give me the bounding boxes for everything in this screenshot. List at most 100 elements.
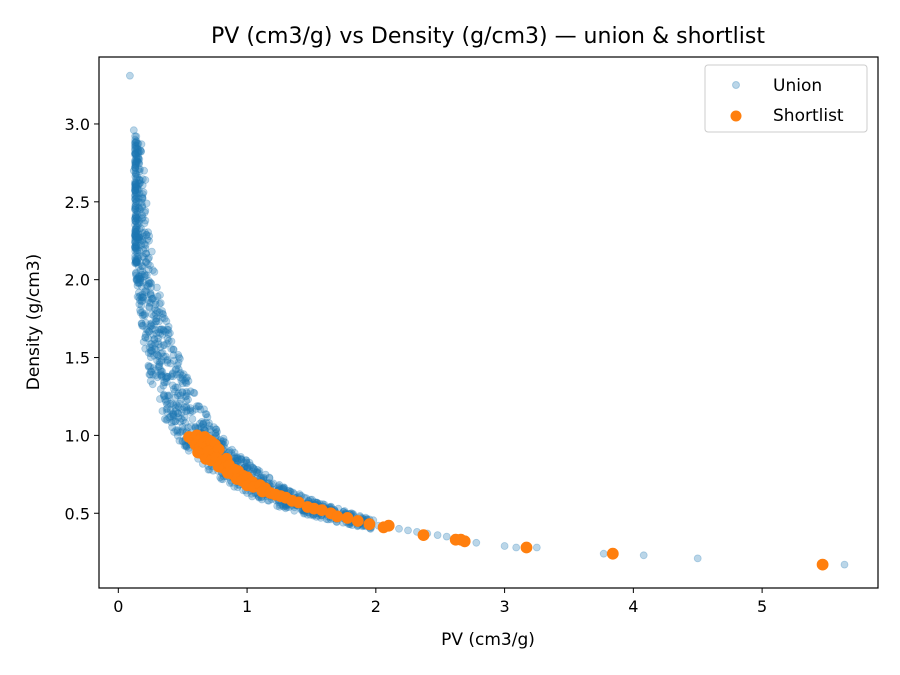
union-point — [159, 391, 168, 400]
union-point — [131, 243, 140, 252]
union-point — [146, 322, 155, 331]
union-point — [138, 203, 147, 212]
union-point — [162, 377, 171, 386]
union-point — [138, 211, 147, 219]
union-point — [131, 183, 140, 192]
plot-area — [125, 71, 849, 571]
union-point — [131, 186, 140, 195]
union-point — [168, 410, 177, 419]
shortlist-series — [183, 429, 829, 571]
union-point — [143, 235, 152, 244]
union-point — [138, 290, 147, 299]
union-point — [133, 206, 141, 215]
union-point — [131, 205, 140, 214]
union-point — [184, 395, 192, 404]
union-point — [163, 334, 172, 343]
union-point — [149, 364, 158, 373]
union-point — [174, 409, 182, 418]
union-point — [279, 483, 288, 492]
union-point — [133, 235, 142, 244]
union-point — [162, 416, 171, 424]
union-point — [140, 166, 149, 175]
union-point — [243, 463, 252, 472]
union-point — [135, 300, 144, 309]
union-point — [137, 270, 146, 279]
union-point — [141, 333, 150, 342]
union-point — [148, 266, 157, 275]
union-point — [216, 473, 225, 482]
union-point — [233, 453, 242, 462]
union-point — [154, 351, 162, 360]
union-point — [145, 302, 154, 311]
union-point — [133, 139, 142, 148]
union-point — [177, 409, 186, 417]
union-point — [157, 367, 166, 376]
union-point — [187, 422, 195, 431]
union-point — [141, 216, 150, 225]
union-point — [132, 257, 140, 266]
union-point — [211, 429, 220, 438]
union-point — [149, 321, 158, 329]
union-point — [146, 320, 155, 329]
union-point — [133, 189, 142, 198]
union-point — [176, 368, 185, 377]
union-point — [265, 473, 274, 482]
union-point — [162, 374, 171, 383]
union-point — [131, 157, 140, 166]
union-point — [182, 379, 191, 388]
union-point — [133, 155, 142, 163]
union-point — [133, 207, 142, 216]
union-point — [163, 355, 172, 364]
union-point — [129, 126, 138, 135]
union-point — [194, 402, 203, 411]
union-point — [132, 190, 140, 199]
union-point — [131, 212, 140, 221]
union-point — [186, 408, 195, 416]
union-point — [142, 257, 151, 266]
union-point — [156, 343, 165, 352]
y-tick-label: 1.5 — [65, 349, 90, 368]
union-point — [139, 245, 148, 254]
union-point — [156, 358, 165, 366]
legend-marker-shortlist — [730, 110, 742, 122]
union-point — [135, 189, 144, 198]
union-point — [205, 421, 214, 430]
union-point — [146, 349, 155, 358]
union-point — [163, 372, 172, 381]
union-point — [269, 479, 278, 488]
union-point — [134, 273, 143, 282]
union-point — [182, 391, 191, 400]
union-point — [265, 474, 274, 483]
union-point — [159, 341, 168, 350]
union-point — [175, 353, 183, 362]
union-point — [152, 283, 161, 292]
union-point — [140, 208, 149, 217]
union-point — [163, 373, 172, 381]
union-point — [142, 230, 151, 239]
union-point — [146, 291, 155, 300]
union-point — [147, 310, 156, 319]
union-point — [144, 296, 153, 305]
x-tick-label: 2 — [371, 597, 381, 616]
union-point — [159, 381, 168, 390]
union-point — [136, 276, 145, 285]
union-point — [131, 238, 140, 246]
union-point — [142, 325, 151, 334]
union-point — [132, 141, 141, 150]
union-point — [137, 297, 146, 306]
union-point — [253, 468, 262, 477]
union-point — [145, 343, 154, 352]
union-point — [131, 181, 140, 190]
union-point — [138, 194, 147, 203]
union-point — [169, 409, 178, 418]
union-point — [147, 279, 156, 288]
union-point — [146, 377, 155, 385]
union-point — [228, 445, 236, 454]
union-point — [253, 465, 262, 474]
union-point — [175, 436, 184, 445]
union-point — [135, 233, 144, 242]
union-point — [131, 195, 140, 203]
union-point — [138, 293, 147, 301]
y-tick-label: 1.0 — [65, 426, 90, 445]
